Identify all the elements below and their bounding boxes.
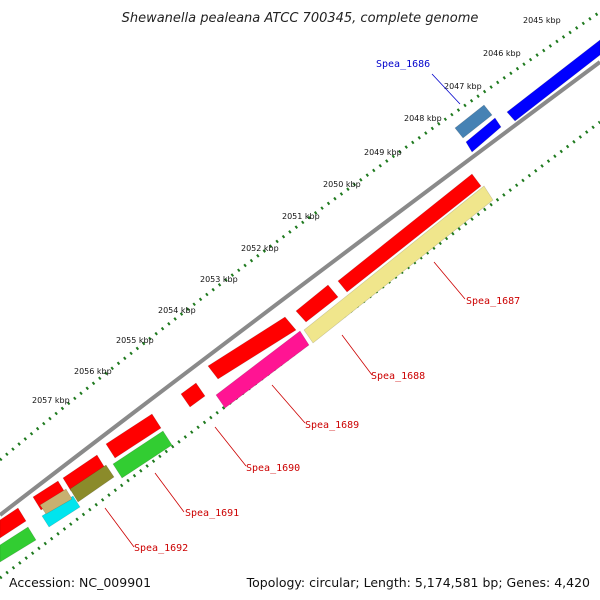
leader-spea-1687 — [433, 261, 466, 300]
gene-feature-spea-1692-rev-c[interactable] — [39, 488, 73, 515]
scale-label: 2055 kbp — [116, 336, 154, 345]
scale-label: 2051 kbp — [282, 212, 320, 221]
scale-label: 2045 kbp — [523, 16, 561, 25]
gene-feature-spea-1694-rev[interactable] — [0, 526, 37, 563]
leader-spea-1689 — [271, 384, 306, 424]
gene-label-spea-1686[interactable]: Spea_1686 — [376, 59, 430, 70]
gene-feature-spea-1693[interactable] — [0, 507, 27, 539]
gene-feature-spea-1686[interactable] — [454, 104, 493, 139]
gene-feature-spea-1687-rev[interactable] — [303, 185, 494, 344]
leader-spea-1690 — [214, 426, 247, 467]
scale-label: 2052 kbp — [241, 244, 279, 253]
scale-label: 2053 kbp — [200, 275, 238, 284]
gene-label-spea-1688[interactable]: Spea_1688 — [371, 371, 425, 382]
scale-label: 2050 kbp — [323, 180, 361, 189]
genome-stats-text: Topology: circular; Length: 5,174,581 bp… — [246, 575, 590, 590]
leader-spea-1692 — [104, 507, 135, 548]
scale-label: 2048 kbp — [404, 114, 442, 123]
gene-feature-spea-1691-rev[interactable] — [112, 430, 173, 479]
scale-label: 2054 kbp — [158, 306, 196, 315]
genome-backbone — [0, 60, 600, 517]
gene-feature-spea-1685-rev[interactable] — [465, 117, 502, 153]
gene-feature-spea-1688[interactable] — [295, 284, 339, 323]
gene-feature-spea-1690[interactable] — [180, 382, 206, 408]
label-leaders — [104, 73, 466, 548]
leader-spea-1691 — [154, 472, 185, 513]
gene-feature-spea-1691[interactable] — [105, 413, 162, 459]
scale-label: 2047 kbp — [444, 82, 482, 91]
gene-feature-spea-1692-rev-a[interactable] — [69, 464, 115, 503]
gene-feature-spea-1689-rev[interactable] — [215, 330, 310, 409]
scale-label: 2056 kbp — [74, 367, 112, 376]
scale-label: 2057 kbp — [32, 396, 70, 405]
leader-spea-1686 — [431, 73, 461, 105]
gene-feature-spea-1689[interactable] — [207, 316, 297, 380]
map-title: Shewanella pealeana ATCC 700345, complet… — [122, 11, 479, 26]
scale-label: 2049 kbp — [364, 148, 402, 157]
outer-tick-ring — [0, 10, 600, 462]
scale-label: 2046 kbp — [483, 49, 521, 58]
reverse-strand-features — [0, 117, 502, 563]
accession-text: Accession: NC_009901 — [9, 575, 151, 590]
gene-label-spea-1690[interactable]: Spea_1690 — [246, 463, 300, 474]
gene-feature-spea-1685[interactable] — [506, 39, 600, 122]
gene-label-spea-1687[interactable]: Spea_1687 — [466, 296, 520, 307]
gene-label-spea-1689[interactable]: Spea_1689 — [305, 420, 359, 431]
gene-label-spea-1692[interactable]: Spea_1692 — [134, 543, 188, 554]
inner-tick-ring — [0, 120, 600, 580]
leader-spea-1688 — [341, 334, 373, 376]
gene-label-spea-1691[interactable]: Spea_1691 — [185, 508, 239, 519]
gene-feature-spea-1687[interactable] — [337, 173, 482, 293]
forward-strand-features — [0, 39, 600, 539]
